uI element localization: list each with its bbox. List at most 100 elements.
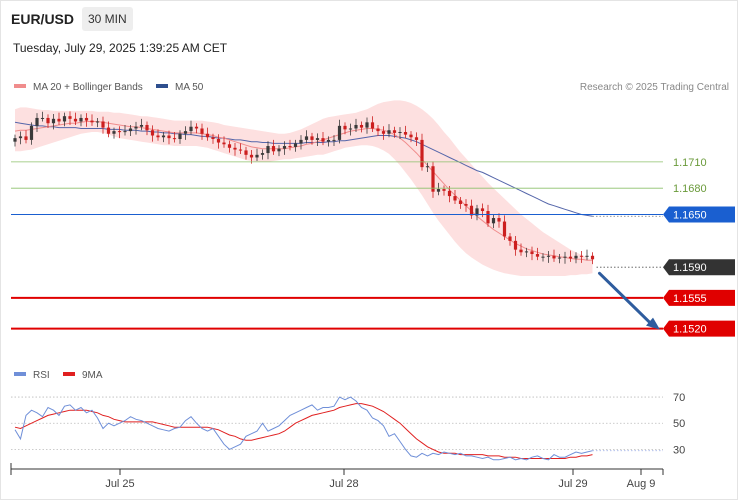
- candle-body: [420, 139, 424, 168]
- symbol-label: EUR/USD: [11, 11, 75, 27]
- rsi-legend-swatch: [14, 372, 26, 376]
- candle-body: [205, 133, 210, 138]
- candle-body: [79, 117, 83, 122]
- candle-body: [150, 130, 155, 136]
- ma50-legend-swatch: [156, 84, 168, 88]
- candle-body: [337, 125, 342, 140]
- candle-body: [40, 117, 45, 119]
- price-plot: [13, 100, 595, 277]
- candle-body: [123, 131, 127, 133]
- candle-body: [271, 146, 276, 152]
- candle-body: [227, 144, 232, 148]
- timeframe-button[interactable]: 30 MIN: [82, 7, 133, 31]
- candle-body: [304, 136, 309, 140]
- candle-body: [51, 118, 56, 124]
- rsi-ma-legend-label: 9MA: [82, 370, 103, 381]
- candle-body: [524, 251, 529, 253]
- candle-body: [354, 124, 358, 129]
- ma20-legend-swatch: [14, 84, 26, 88]
- candle-body: [249, 154, 254, 158]
- x-axis: Jul 25 Jul 28 Jul 29 Aug 9: [10, 463, 664, 490]
- candle-body: [95, 121, 100, 123]
- candle-body: [13, 138, 17, 142]
- candle-body: [491, 218, 496, 224]
- candle-body: [29, 125, 34, 140]
- candle-body: [233, 147, 237, 150]
- candle-body: [486, 211, 490, 224]
- candle-body: [161, 135, 166, 138]
- candle-body: [156, 135, 160, 138]
- candle-body: [18, 136, 23, 139]
- candle-body: [117, 131, 122, 133]
- candle-body: [200, 128, 204, 134]
- rsi-plot: 70 50 30: [11, 392, 685, 461]
- ma20-line: [14, 121, 593, 261]
- candle-body: [282, 146, 287, 149]
- candle-body: [194, 126, 199, 129]
- candle-body: [244, 150, 248, 155]
- candle-body: [497, 218, 501, 222]
- candle-body: [189, 126, 193, 132]
- candle-body: [475, 208, 479, 216]
- candle-body: [513, 240, 518, 250]
- candle-body: [535, 254, 540, 257]
- candle-body: [425, 166, 430, 168]
- candle-body: [238, 149, 243, 151]
- candle-body: [288, 146, 292, 148]
- rsi-tick-label-30: 30: [673, 444, 685, 456]
- candle-body: [365, 122, 369, 128]
- ma50-line: [14, 121, 593, 217]
- candle-body: [139, 124, 144, 127]
- price-levels: 1.1710 1.1680 1.1650 1.1590 1.1555 1.1520: [11, 157, 735, 337]
- candle-body: [35, 117, 39, 126]
- candle-body: [62, 116, 67, 122]
- candle-body: [277, 148, 281, 152]
- candle-body: [326, 139, 331, 142]
- price-label-1.1710: 1.1710: [673, 157, 707, 169]
- price-tag-1.1590: [663, 259, 735, 276]
- candle-body: [134, 126, 138, 129]
- candle-body: [376, 128, 380, 132]
- rsi-line: [14, 396, 593, 461]
- candle-body: [167, 135, 171, 139]
- candle-body: [568, 256, 573, 259]
- candle-body: [431, 166, 435, 192]
- candle-body: [348, 128, 353, 130]
- candle-body: [469, 205, 474, 216]
- price-label-1.1590: 1.1590: [673, 262, 707, 274]
- rsi-ma-legend-swatch: [63, 372, 75, 376]
- x-tick-label-Jul-28: Jul 28: [329, 478, 358, 490]
- candle-body: [73, 118, 78, 122]
- candle-body: [436, 189, 441, 192]
- candle-body: [359, 124, 364, 128]
- candle-body: [112, 131, 116, 134]
- candle-body: [546, 255, 551, 257]
- candle-body: [172, 138, 177, 140]
- candle-body: [106, 127, 111, 134]
- candle-body: [128, 128, 133, 132]
- rsi-ma-line: [14, 403, 593, 459]
- candle-body: [46, 117, 50, 124]
- candle-body: [387, 130, 391, 134]
- bollinger-band: [15, 100, 593, 277]
- candle-body: [403, 131, 408, 135]
- candle-body: [579, 255, 584, 257]
- candle-body: [464, 203, 468, 206]
- copyright-label: Research © 2025 Trading Central: [580, 82, 729, 93]
- x-tick-label-Aug-9: Aug 9: [627, 478, 656, 490]
- candle-body: [255, 154, 259, 158]
- candle-body: [68, 116, 72, 119]
- candle-body: [293, 143, 298, 147]
- price-label-1.1520: 1.1520: [673, 324, 707, 336]
- candle-body: [101, 121, 105, 128]
- candle-body: [398, 131, 402, 133]
- rsi-legend-label: RSI: [33, 370, 50, 381]
- price-tag-1.1650: [663, 206, 735, 223]
- candle-body: [183, 131, 188, 134]
- price-label-1.1650: 1.1650: [673, 210, 707, 222]
- candle-body: [530, 251, 534, 255]
- candle-body: [145, 124, 149, 131]
- candle-body: [370, 122, 375, 129]
- candle-body: [90, 120, 94, 123]
